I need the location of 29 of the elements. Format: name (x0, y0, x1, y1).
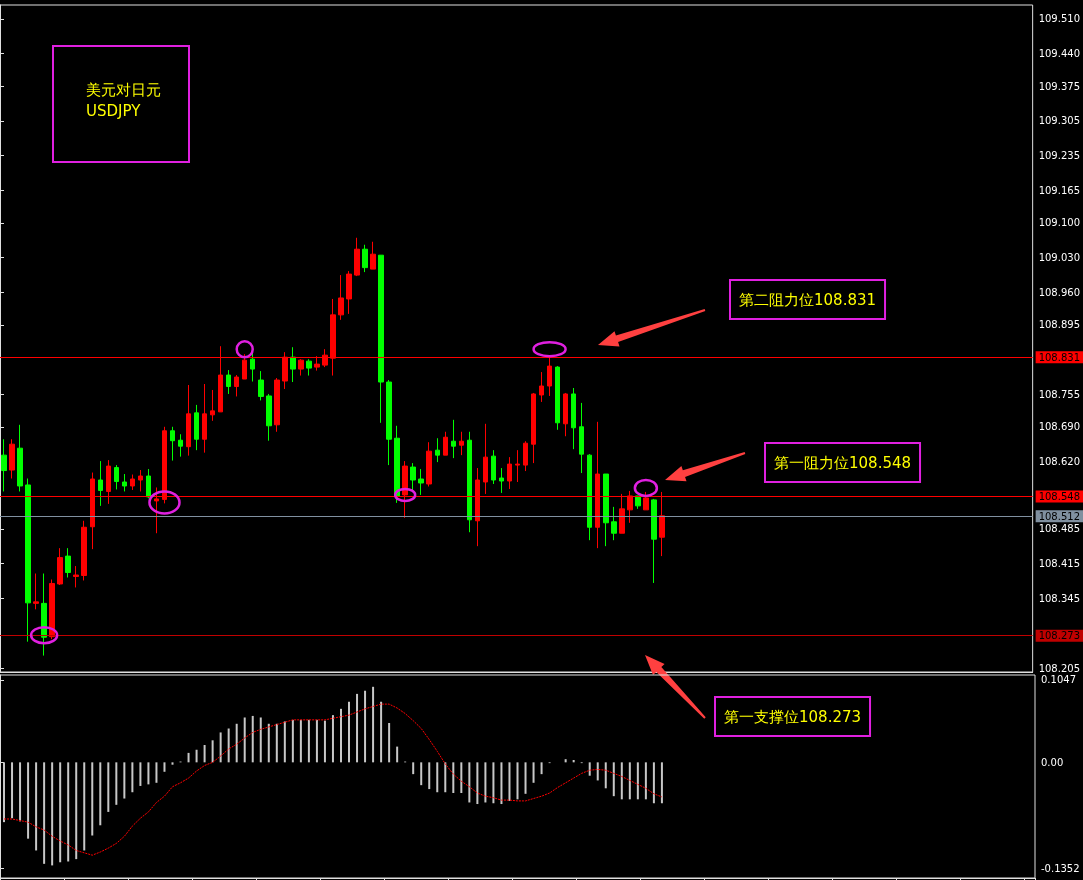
annotation: 第二阻力位108.831 (739, 290, 877, 309)
y-tick-label: -0.1352 (1041, 863, 1080, 875)
y-tick-label: 109.100 (1038, 217, 1081, 229)
ref-line-label: 108.512 (1038, 510, 1081, 522)
y-tick-label: 109.030 (1038, 252, 1081, 264)
y-tick-label: 108.345 (1038, 592, 1081, 604)
annotation: 第一支撑位108.273 (724, 707, 862, 726)
y-tick-label: 109.235 (1038, 150, 1081, 162)
y-tick-label: 108.205 (1038, 662, 1081, 674)
y-tick-label: 108.895 (1038, 319, 1081, 331)
y-tick-label: 108.485 (1038, 523, 1081, 535)
ref-line-label: 108.548 (1038, 490, 1081, 502)
y-tick-label: 0.1047 (1041, 674, 1076, 686)
y-tick-label: 0.00 (1041, 756, 1064, 768)
annotation: 第一阻力位108.548 (774, 453, 912, 472)
y-tick-label: 109.510 (1038, 13, 1081, 25)
text: 美元对日元 (86, 80, 161, 99)
ref-line-label: 108.273 (1038, 630, 1081, 642)
y-tick-label: 108.960 (1038, 286, 1081, 298)
ref-line-label: 108.831 (1038, 351, 1081, 363)
y-tick-label: 109.440 (1038, 48, 1081, 60)
y-tick-label: 109.375 (1038, 80, 1081, 92)
y-tick-label: 108.620 (1038, 456, 1081, 468)
y-tick-label: 109.165 (1038, 185, 1081, 197)
y-tick-label: 109.305 (1038, 115, 1081, 127)
y-tick-label: 108.690 (1038, 421, 1081, 433)
y-tick-label: 108.415 (1038, 558, 1081, 570)
text: USDJPY (86, 101, 142, 120)
y-tick-label: 108.755 (1038, 388, 1081, 400)
